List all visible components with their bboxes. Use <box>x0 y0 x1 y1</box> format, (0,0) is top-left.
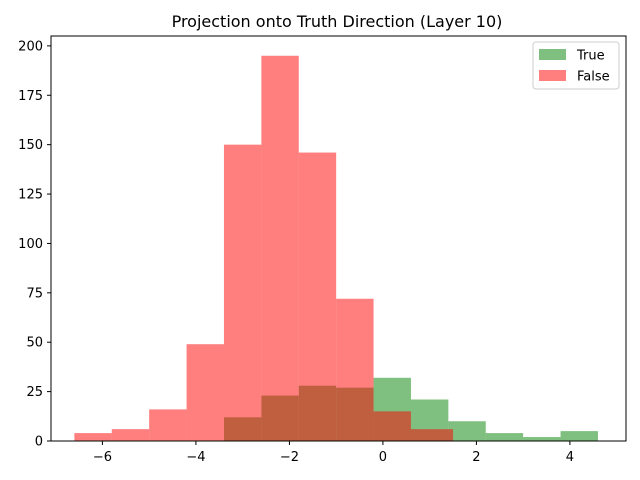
y-tick-label: 100 <box>18 237 43 252</box>
chart-title: Projection onto Truth Direction (Layer 1… <box>172 12 503 31</box>
x-tick-label: 4 <box>566 450 574 465</box>
x-tick-label: 2 <box>472 450 480 465</box>
legend-swatch-true <box>539 49 566 60</box>
histogram-bars <box>74 55 598 441</box>
y-axis: 0 25 50 75 100 125 150 175 200 <box>18 39 51 450</box>
bar-false-2 <box>149 409 187 441</box>
bar-false-5 <box>261 55 299 441</box>
y-tick-label: 0 <box>35 435 43 450</box>
bar-false-4 <box>223 144 262 441</box>
plot-frame <box>50 35 627 442</box>
bar-true-7 <box>485 433 524 441</box>
x-tick-label: −4 <box>186 450 205 465</box>
legend-swatch-false <box>539 70 566 81</box>
bar-false-6 <box>298 152 337 441</box>
bar-false-7 <box>336 298 374 441</box>
y-tick-label: 125 <box>18 188 43 203</box>
legend-label-false: False <box>577 70 610 85</box>
bar-true-9 <box>560 431 598 441</box>
x-tick-label: −6 <box>93 450 112 465</box>
bar-false-8 <box>373 411 411 441</box>
x-tick-label: 0 <box>379 450 387 465</box>
y-tick-label: 50 <box>26 336 43 351</box>
y-tick-label: 75 <box>26 286 43 301</box>
bar-false-1 <box>111 429 150 441</box>
x-axis: −6 −4 −2 0 2 4 <box>93 441 574 465</box>
x-tick-label: −2 <box>280 450 299 465</box>
y-tick-label: 200 <box>18 39 43 54</box>
bar-false-0 <box>74 433 112 441</box>
legend: True False <box>532 41 620 90</box>
bar-true-6 <box>448 421 486 441</box>
legend-label-true: True <box>576 49 605 64</box>
bar-false-9 <box>410 429 454 441</box>
bar-false-3 <box>186 344 224 441</box>
bar-true-8 <box>523 437 561 441</box>
y-tick-label: 175 <box>18 89 43 104</box>
y-tick-label: 25 <box>26 385 43 400</box>
y-tick-label: 150 <box>18 138 43 153</box>
